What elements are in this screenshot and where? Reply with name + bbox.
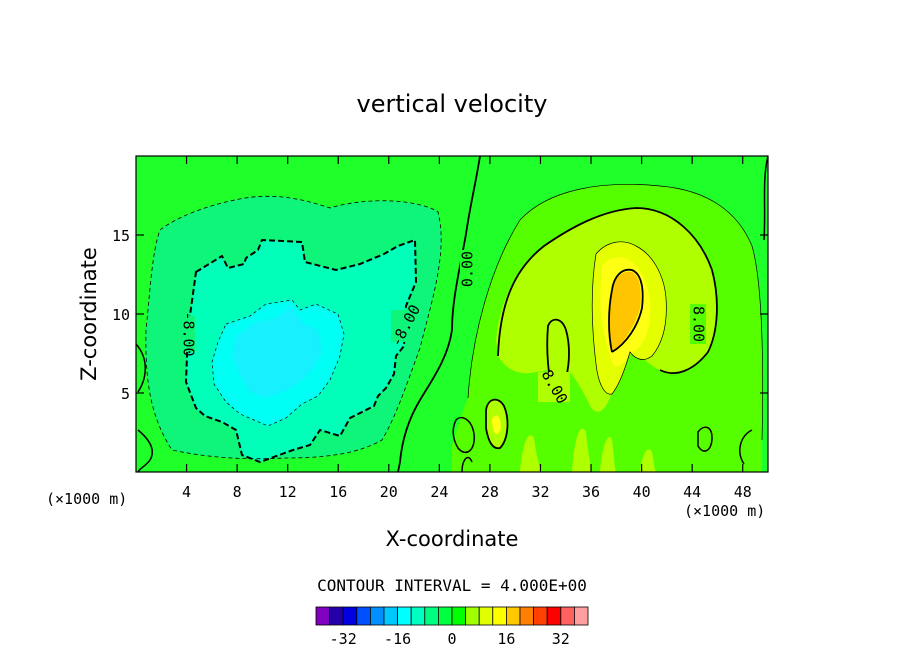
updraft-base-cells [520,428,656,472]
colorbar-tick-label: -16 [384,630,411,648]
x-tick-label: 8 [233,483,242,501]
x-unit-label-left: (×1000 m) [46,490,127,508]
contour-small-loops [452,416,713,472]
colorbar-cell [424,606,439,626]
contour-8 [497,207,718,374]
colorbar-cell [533,606,548,626]
contour-lines [136,156,768,472]
x-axis-title: X-coordinate [386,527,519,551]
x-tick-label: 4 [182,483,191,501]
colorbar [315,606,589,626]
colorbar-cell [329,606,344,626]
contour-minus4 [145,195,442,460]
colorbar-cell [519,606,535,626]
colorbar-cell [342,606,358,626]
contour-interval-text: CONTOUR INTERVAL = 4.000E+00 [317,576,587,595]
contour-zero-right [739,156,768,465]
colorbar-cell [574,606,589,626]
contour-zero-left [136,343,154,472]
colorbar-cell [356,606,371,626]
contour-4 [467,184,764,441]
colorbar-tick-label: 32 [552,630,570,648]
colorbar-tick-label: 16 [497,630,515,648]
contour-minus8 [184,238,418,464]
y-axis-title: Z-coordinate [77,247,101,381]
contour-zero [397,156,481,472]
x-unit-label-right: (×1000 m) [684,502,765,520]
x-tick-label: 20 [380,483,398,501]
updraft-region [452,184,763,472]
colorbar-cell [451,606,467,626]
colorbar-cell [478,606,494,626]
colorbar-cell [315,606,331,626]
colorbar-cell [560,606,575,626]
colorbar-tick-label: -32 [330,630,357,648]
colorbar-cell [383,606,399,626]
colorbar-tick-label: 0 [447,630,456,648]
chart-title: vertical velocity [357,90,548,118]
contour-label-zero: 0.00 [459,251,477,287]
colorbar-cell [397,606,412,626]
x-tick-label: 28 [481,483,499,501]
updraft-small-cell-core [492,415,501,434]
colorbar-cell [505,606,521,626]
y-tick-label: 15 [112,227,130,245]
x-tick-label: 36 [582,483,600,501]
contour-12 [591,241,667,395]
x-tick-label: 32 [531,483,549,501]
x-tick-label: 24 [430,483,448,501]
x-tick-label: 48 [734,483,752,501]
colorbar-cell [546,606,562,626]
colorbar-cell [369,606,385,626]
colorbar-cell [437,606,453,626]
y-axis-ticks: 5 10 15 [112,227,768,403]
y-tick-label: 5 [121,385,130,403]
x-tick-label: 16 [329,483,347,501]
contour-minus12 [211,299,345,427]
x-tick-label: 12 [279,483,297,501]
x-tick-label: 40 [633,483,651,501]
x-tick-label: 44 [683,483,701,501]
downdraft-zone-minus16 [232,306,322,398]
colorbar-cell [492,606,507,626]
contour-label-8-right: 8.00 [690,306,708,342]
contour-8-small [485,398,509,450]
colorbar-cell [410,606,426,626]
y-tick-label: 10 [112,306,130,324]
contour-label-minus8-left: -8.00 [180,311,198,356]
contour-16 [608,268,644,353]
colorbar-cell [465,606,480,626]
x-axis-ticks: 4 8 12 16 20 24 28 32 36 40 44 48 [182,156,752,501]
updraft-zone-20 [609,271,641,352]
colorbar-tick-labels: -32 -16 0 16 32 [330,630,570,648]
plot-area: -8.00 -8.00 0.00 8.00 8.00 [136,156,768,472]
